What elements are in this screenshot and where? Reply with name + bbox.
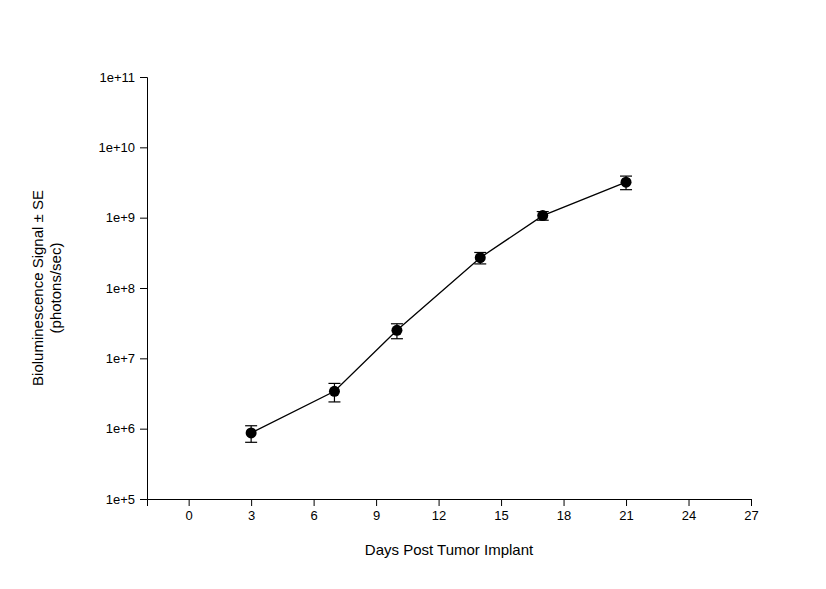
x-tick-label: 6 xyxy=(311,508,318,523)
marker xyxy=(621,177,632,188)
x-tick-label: 15 xyxy=(494,508,508,523)
x-tick-mark xyxy=(314,499,315,506)
x-tick-label: 27 xyxy=(744,508,758,523)
y-tick-label: 1e+11 xyxy=(99,70,135,85)
error-cap xyxy=(474,263,486,264)
y-tick-mark xyxy=(140,499,147,500)
y-tick-mark xyxy=(140,288,147,289)
y-tick-label: 1e+6 xyxy=(106,421,135,436)
y-axis-title: (photons/sec) xyxy=(47,243,64,334)
y-tick: 1e+9 xyxy=(106,210,147,225)
x-tick: 0 xyxy=(186,499,193,523)
y-tick-mark xyxy=(140,429,147,430)
error-cap xyxy=(391,323,403,324)
x-tick-mark xyxy=(251,499,252,506)
x-tick-mark xyxy=(376,499,377,506)
axis-line xyxy=(140,78,148,500)
x-tick-label: 12 xyxy=(432,508,446,523)
y-axis: 1e+5 1e+6 1e+7 1e+8 1e+9 1e+10 1e+11 xyxy=(98,70,147,507)
y-tick: 1e+7 xyxy=(106,351,147,366)
marker xyxy=(391,325,402,336)
marker xyxy=(329,386,340,397)
error-bar xyxy=(474,252,486,263)
x-tick: 27 xyxy=(744,499,758,523)
y-tick-mark xyxy=(140,218,147,219)
x-tick: 6 xyxy=(311,499,318,523)
marker xyxy=(246,427,257,438)
error-cap xyxy=(620,175,632,176)
y-tick: 1e+5 xyxy=(106,492,147,507)
y-tick-label: 1e+10 xyxy=(98,140,135,155)
y-tick: 1e+8 xyxy=(106,281,147,296)
x-tick-mark xyxy=(501,499,502,506)
x-tick-mark xyxy=(564,499,565,506)
x-tick-label: 9 xyxy=(373,508,380,523)
error-cap xyxy=(620,189,632,190)
marker xyxy=(475,252,486,263)
x-tick-mark xyxy=(751,499,752,506)
y-tick: 1e+10 xyxy=(98,140,147,155)
error-cap xyxy=(391,338,403,339)
y-tick-label: 1e+8 xyxy=(106,281,135,296)
x-tick: 15 xyxy=(494,499,508,523)
error-cap xyxy=(245,425,257,426)
marker xyxy=(537,210,548,221)
y-tick-label: 1e+9 xyxy=(106,210,135,225)
x-tick-label: 18 xyxy=(557,508,571,523)
axis-line xyxy=(148,500,752,507)
error-bar xyxy=(620,176,632,190)
x-tick: 3 xyxy=(248,499,255,523)
x-tick-label: 24 xyxy=(682,508,696,523)
x-axis-title: Days Post Tumor Implant xyxy=(365,541,534,558)
x-tick-label: 3 xyxy=(248,508,255,523)
x-tick: 12 xyxy=(432,499,446,523)
x-tick: 18 xyxy=(557,499,571,523)
y-tick-label: 1e+7 xyxy=(106,351,135,366)
y-tick-mark xyxy=(140,147,147,148)
chart: 0 3 6 9 12 15 18 21 24 27 1e+5 1e+6 1e+7 1e+8 1e+9 1e+1… xyxy=(0,0,826,589)
error-cap xyxy=(328,401,340,402)
plot-area xyxy=(245,176,632,442)
x-tick-label: 0 xyxy=(186,508,193,523)
error-cap xyxy=(245,442,257,443)
y-tick-mark xyxy=(140,358,147,359)
x-tick-mark xyxy=(439,499,440,506)
x-tick: 9 xyxy=(373,499,380,523)
y-tick-mark xyxy=(140,77,147,78)
x-tick-mark xyxy=(626,499,627,506)
error-cap xyxy=(328,383,340,384)
x-tick: 24 xyxy=(682,499,696,523)
series-line xyxy=(251,182,626,433)
x-tick: 21 xyxy=(619,499,633,523)
x-tick-label: 21 xyxy=(619,508,633,523)
x-axis: 0 3 6 9 12 15 18 21 24 27 xyxy=(148,499,759,523)
x-tick-mark xyxy=(189,499,190,506)
error-bar xyxy=(328,383,340,402)
error-bar xyxy=(245,426,257,443)
y-tick: 1e+6 xyxy=(106,421,147,436)
y-tick-label: 1e+5 xyxy=(106,492,135,507)
x-tick-mark xyxy=(689,499,690,506)
error-bar xyxy=(391,324,403,339)
y-axis-title: Bioluminescence Signal ± SE xyxy=(29,190,46,386)
y-tick: 1e+11 xyxy=(99,70,147,85)
